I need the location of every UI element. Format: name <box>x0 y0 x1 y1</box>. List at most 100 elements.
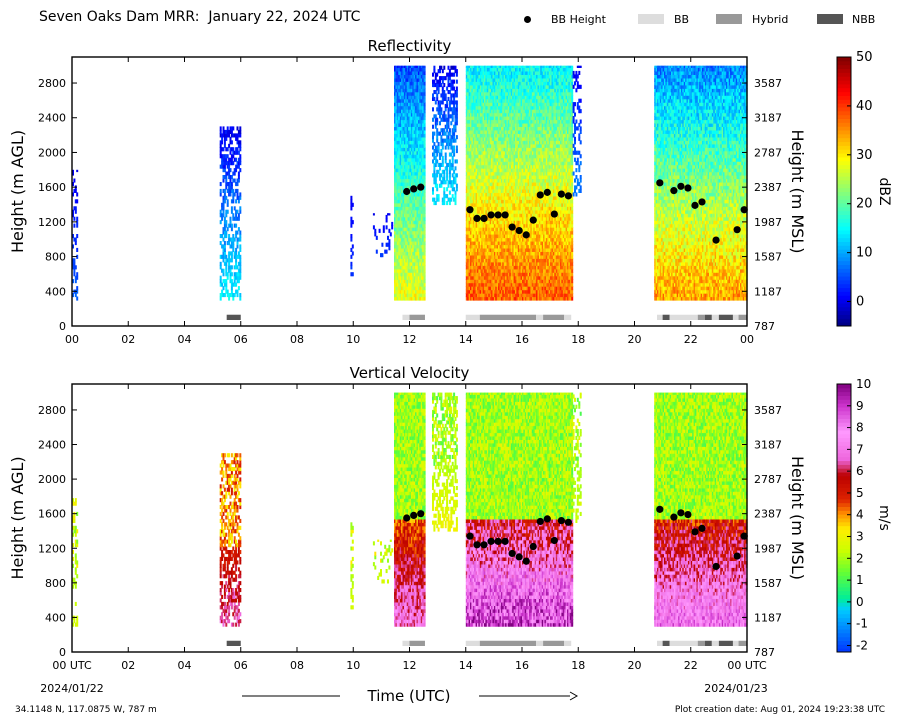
reflectivity-cell <box>238 213 240 217</box>
reflectivity-cell <box>239 154 241 158</box>
reflectivity-cell <box>227 227 229 231</box>
reflectivity-cell <box>445 76 447 80</box>
reflectivity-cell <box>235 234 237 238</box>
reflectivity-cell <box>438 149 440 153</box>
reflectivity-cell <box>225 179 227 183</box>
reflectivity-cell <box>424 140 426 144</box>
reflectivity-cell <box>239 262 241 266</box>
reflectivity-cell <box>220 276 222 280</box>
reflectivity-cell <box>239 293 241 297</box>
reflectivity-cell <box>455 194 457 198</box>
reflectivity-cell <box>453 153 455 157</box>
reflectivity-cell <box>223 286 225 290</box>
reflectivity-cell <box>440 107 442 111</box>
reflectivity-cell <box>223 179 225 183</box>
reflectivity-cell <box>221 217 223 221</box>
reflectivity-cell <box>76 234 78 238</box>
reflectivity-cell <box>231 265 233 269</box>
reflectivity-cell <box>374 232 376 236</box>
reflectivity-cell <box>220 182 222 186</box>
reflectivity-cell <box>436 159 438 163</box>
reflectivity-cell <box>424 151 426 155</box>
reflectivity-cell <box>225 224 227 228</box>
reflectivity-cell <box>239 206 241 210</box>
reflectivity-cell <box>76 276 78 280</box>
reflectivity-cell <box>237 290 239 294</box>
reflectivity-cell <box>230 168 232 172</box>
reflectivity-cell <box>424 238 426 242</box>
reflectivity-cell <box>456 73 458 77</box>
reflectivity-cell <box>453 97 455 101</box>
reflectivity-cell <box>446 173 448 177</box>
reflectivity-cell <box>438 170 440 174</box>
reflectivity-cell <box>424 272 426 276</box>
reflectivity-cell <box>225 175 227 179</box>
reflectivity-cell <box>75 241 77 245</box>
reflectivity-cell <box>350 238 352 242</box>
reflectivity-cell <box>442 146 444 150</box>
reflectivity-cell <box>442 159 444 163</box>
reflectivity-cell <box>456 146 458 150</box>
reflectivity-cell <box>235 168 237 172</box>
reflectivity-cell <box>424 144 426 148</box>
reflectivity-cell <box>424 116 426 120</box>
reflectivity-cell <box>223 272 225 276</box>
reflectivity-cell <box>76 199 78 203</box>
reflectivity-cell <box>386 218 388 222</box>
reflectivity-cell <box>386 225 388 229</box>
reflectivity-cell <box>225 213 227 217</box>
reflectivity-cell <box>436 187 438 191</box>
reflectivity-cell <box>388 213 390 215</box>
reflectivity-cell <box>442 156 444 160</box>
reflectivity-cell <box>435 163 437 167</box>
reflectivity-cell <box>452 114 454 118</box>
reflectivity-cell <box>350 206 352 210</box>
reflectivity-cell <box>450 198 452 202</box>
reflectivity-cell <box>436 173 438 177</box>
reflectivity-cell <box>438 194 440 198</box>
reflectivity-cell <box>383 229 385 233</box>
reflectivity-cell <box>448 125 450 129</box>
reflectivity-cell <box>350 196 352 200</box>
reflectivity-cell <box>235 199 237 203</box>
reflectivity-cell <box>424 286 426 290</box>
reflectivity-cell <box>228 297 230 301</box>
reflectivity-cell <box>237 241 239 245</box>
reflectivity-cell <box>424 179 426 183</box>
reflectivity-cell <box>445 146 447 150</box>
reflectivity-cell <box>223 203 225 207</box>
reflectivity-cell <box>239 231 241 235</box>
reflectivity-cell <box>438 146 440 150</box>
reflectivity-cell <box>381 243 383 247</box>
reflectivity-cell <box>73 272 75 276</box>
reflectivity-cell <box>224 199 226 203</box>
reflectivity-cell <box>350 248 352 252</box>
reflectivity-cell <box>238 199 240 203</box>
reflectivity-cell <box>436 118 438 122</box>
reflectivity-cell <box>381 253 383 257</box>
reflectivity-cell <box>438 90 440 94</box>
reflectivity-cell <box>73 262 75 266</box>
reflectivity-cell <box>376 250 378 254</box>
reflectivity-cell <box>238 165 240 169</box>
reflectivity-cell <box>232 189 234 193</box>
reflectivity-cell <box>225 286 227 290</box>
reflectivity-cell <box>388 246 390 250</box>
reflectivity-cell <box>424 99 426 103</box>
reflectivity-cell <box>388 243 390 247</box>
reflectivity-cell <box>453 73 455 77</box>
reflectivity-cell <box>238 151 240 155</box>
reflectivity-cell <box>230 192 232 196</box>
reflectivity-cell <box>234 192 236 196</box>
reflectivity-cell <box>73 179 75 183</box>
reflectivity-cell <box>436 121 438 125</box>
reflectivity-cell <box>436 184 438 188</box>
reflectivity-cell <box>75 265 77 269</box>
reflectivity-cell <box>448 146 450 150</box>
reflectivity-cell <box>424 234 426 238</box>
reflectivity-cell <box>446 187 448 191</box>
reflectivity-cell <box>424 203 426 207</box>
reflectivity-cell <box>424 92 426 96</box>
reflectivity-cell <box>432 146 434 150</box>
reflectivity-cell <box>453 149 455 153</box>
